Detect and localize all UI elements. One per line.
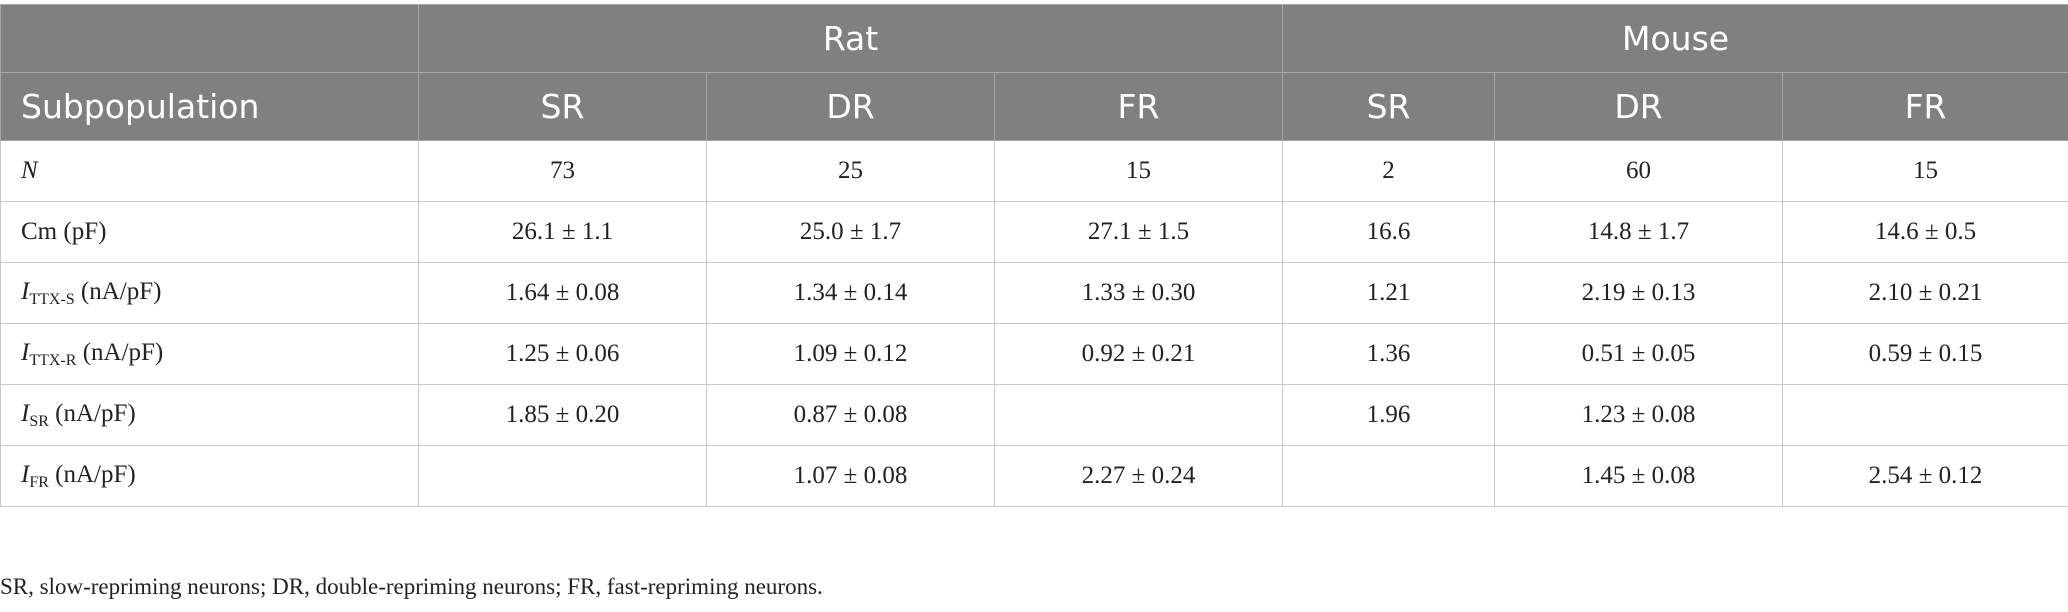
table-cell: 1.96 xyxy=(1282,384,1496,446)
table-row: N 73 25 15 2 60 15 xyxy=(0,140,2068,202)
table-cell: 1.33 ± 0.30 xyxy=(993,262,1284,324)
table-cell: 73 xyxy=(418,140,707,202)
table-cell: 1.07 ± 0.08 xyxy=(706,445,995,507)
header-group-row: Rat Mouse xyxy=(0,4,2068,73)
row-label-ittx-s: ITTX-S (nA/pF) xyxy=(0,262,419,324)
table-cell: 14.6 ± 0.5 xyxy=(1782,201,2068,263)
table-cell: 1.45 ± 0.08 xyxy=(1494,445,1784,507)
table-cell: 0.51 ± 0.05 xyxy=(1494,323,1784,385)
row-label-subscript: TTX-R xyxy=(29,351,77,369)
row-label-text: N xyxy=(21,157,38,184)
table-cell: 25.0 ± 1.7 xyxy=(706,201,995,263)
table-cell: 1.85 ± 0.20 xyxy=(418,384,707,446)
header-group-rat: Rat xyxy=(417,4,1284,73)
table-cell: 25 xyxy=(706,140,995,202)
table-cell: 1.36 xyxy=(1282,323,1496,385)
table-cell: 2.19 ± 0.13 xyxy=(1494,262,1784,324)
table-cell xyxy=(1782,384,2068,446)
table-cell: 16.6 xyxy=(1282,201,1496,263)
row-label-unit: (nA/pF) xyxy=(48,460,136,488)
table-cell: 2.10 ± 0.21 xyxy=(1782,262,2068,324)
table-row: Cm (pF) 26.1 ± 1.1 25.0 ± 1.7 27.1 ± 1.5… xyxy=(0,201,2068,263)
header-group-mouse: Mouse xyxy=(1282,4,2068,73)
table-cell: 2 xyxy=(1282,140,1496,202)
table-cell: 26.1 ± 1.1 xyxy=(418,201,707,263)
table-cell: 14.8 ± 1.7 xyxy=(1494,201,1784,263)
column-header-rat-fr: FR xyxy=(993,72,1284,141)
table-cell: 1.21 xyxy=(1282,262,1496,324)
row-label-ittx-r: ITTX-R (nA/pF) xyxy=(0,323,419,385)
table-cell: 0.92 ± 0.21 xyxy=(993,323,1284,385)
table-cell: 0.59 ± 0.15 xyxy=(1782,323,2068,385)
table-cell: 1.09 ± 0.12 xyxy=(706,323,995,385)
data-table-container: Rat Mouse Subpopulation SR DR FR SR DR F… xyxy=(0,4,2068,507)
row-label-symbol: I xyxy=(21,277,30,305)
column-header-mouse-fr: FR xyxy=(1782,72,2068,141)
column-header-mouse-dr: DR xyxy=(1494,72,1784,141)
row-label-symbol: I xyxy=(21,399,30,427)
row-label-symbol: I xyxy=(21,460,30,488)
column-header-rat-sr: SR xyxy=(418,72,707,141)
table-cell: 1.64 ± 0.08 xyxy=(418,262,707,324)
table-cell xyxy=(418,445,707,507)
row-label-unit: (nA/pF) xyxy=(48,399,136,427)
table-cell: 1.25 ± 0.06 xyxy=(418,323,707,385)
row-label-ifr: IFR (nA/pF) xyxy=(0,445,419,507)
table-cell: 2.54 ± 0.12 xyxy=(1782,445,2068,507)
row-label-unit: (nA/pF) xyxy=(76,338,164,366)
table-row: ITTX-S (nA/pF) 1.64 ± 0.08 1.34 ± 0.14 1… xyxy=(0,262,2068,324)
table-cell: 27.1 ± 1.5 xyxy=(993,201,1284,263)
table-cell: 15 xyxy=(1782,140,2068,202)
table-cell xyxy=(1282,445,1496,507)
column-header-mouse-sr: SR xyxy=(1282,72,1496,141)
row-label-subscript: FR xyxy=(29,473,49,491)
table-row: IFR (nA/pF) 1.07 ± 0.08 2.27 ± 0.24 1.45… xyxy=(0,445,2068,507)
table-footnote: SR, slow-repriming neurons; DR, double-r… xyxy=(0,574,823,599)
table-cell: 2.27 ± 0.24 xyxy=(993,445,1284,507)
table-cell xyxy=(993,384,1284,446)
row-label-cm: Cm (pF) xyxy=(0,201,419,263)
header-empty-cell xyxy=(0,4,419,73)
table-row: ISR (nA/pF) 1.85 ± 0.20 0.87 ± 0.08 1.96… xyxy=(0,384,2068,446)
row-label-n: N xyxy=(0,140,419,202)
row-label-isr: ISR (nA/pF) xyxy=(0,384,419,446)
column-header-rat-dr: DR xyxy=(706,72,995,141)
table-cell: 1.23 ± 0.08 xyxy=(1494,384,1784,446)
table-cell: 0.87 ± 0.08 xyxy=(706,384,995,446)
row-label-text: Cm (pF) xyxy=(21,218,107,245)
header-column-row: Subpopulation SR DR FR SR DR FR xyxy=(0,72,2068,141)
row-label-subscript: TTX-S xyxy=(29,290,75,308)
column-header-subpopulation: Subpopulation xyxy=(0,72,419,141)
table-cell: 60 xyxy=(1494,140,1784,202)
neuron-subpopulation-table: Rat Mouse Subpopulation SR DR FR SR DR F… xyxy=(0,4,2068,507)
table-row: ITTX-R (nA/pF) 1.25 ± 0.06 1.09 ± 0.12 0… xyxy=(0,323,2068,385)
row-label-subscript: SR xyxy=(29,412,49,430)
row-label-unit: (nA/pF) xyxy=(74,277,162,305)
row-label-symbol: I xyxy=(21,338,30,366)
table-cell: 1.34 ± 0.14 xyxy=(706,262,995,324)
table-cell: 15 xyxy=(993,140,1284,202)
